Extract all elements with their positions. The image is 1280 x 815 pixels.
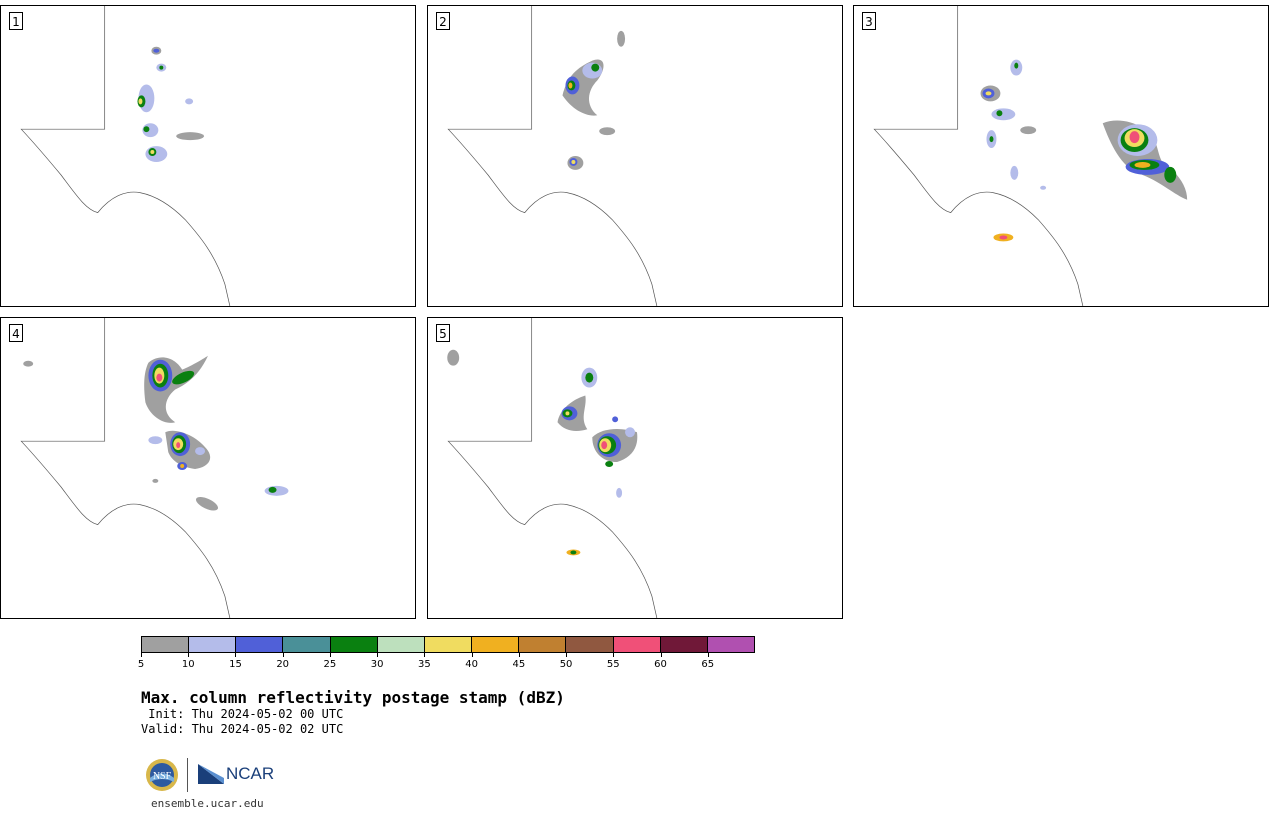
colorbar-tick-label: 20 [276, 659, 290, 670]
colorbar-tick [613, 653, 615, 657]
colorbar-tick-label: 30 [370, 659, 384, 670]
ensemble-panel-5: 5 [427, 317, 843, 619]
colorbar-tick-label: 50 [559, 659, 573, 670]
colorbar-segment [377, 637, 425, 652]
colorbar-segment [707, 637, 755, 652]
colorbar-segment [519, 637, 567, 652]
colorbar-tick-label: 65 [701, 659, 715, 670]
colorbar-tick-label: 35 [418, 659, 431, 670]
reflectivity-map [873, 6, 1188, 306]
colorbar-segment [424, 637, 473, 652]
colorbar-tick [471, 653, 473, 657]
colorbar-segment [330, 637, 378, 652]
ensemble-panel-1: 1 [0, 5, 416, 307]
colorbar-tick-label: 55 [606, 659, 620, 670]
ensemble-panel-4: 4 [0, 317, 416, 619]
colorbar-tick-label: 60 [654, 659, 667, 670]
ensemble-panel-2: 2 [427, 5, 843, 307]
colorbar-segment [660, 637, 708, 652]
colorbar-tick-label: 10 [181, 659, 195, 670]
colorbar-tick [282, 653, 284, 657]
nsf-logo-icon: NSF [146, 759, 178, 791]
colorbar-segment [566, 637, 614, 652]
colorbar-segment [283, 637, 331, 652]
plot-title: Max. column reflectivity postage stamp (… [141, 688, 565, 707]
colorbar-tick-label: 5 [137, 659, 145, 670]
colorbar-tick [377, 653, 379, 657]
colorbar-tick [235, 653, 237, 657]
colorbar-tick-label: 25 [323, 659, 337, 670]
panel-number: 2 [436, 12, 450, 30]
colorbar-segment [142, 637, 190, 652]
colorbar-tick [424, 653, 426, 657]
init-time: Init: Thu 2024-05-02 00 UTC [141, 707, 344, 721]
colorbar-tick [566, 653, 568, 657]
reflectivity-map [447, 318, 658, 618]
panel-number: 3 [862, 12, 876, 30]
website-url[interactable]: ensemble.ucar.edu [151, 797, 264, 810]
valid-time: Valid: Thu 2024-05-02 02 UTC [141, 722, 344, 736]
ensemble-panel-3: 3 [853, 5, 1269, 307]
colorbar-tick-label: 15 [229, 659, 242, 670]
colorbar-tick [660, 653, 662, 657]
colorbar-segment [613, 637, 661, 652]
ncar-text: NCAR [226, 764, 275, 783]
colorbar-tick [329, 653, 331, 657]
panel-number: 5 [436, 324, 450, 342]
colorbar-tick [707, 653, 709, 657]
panel-number: 1 [9, 12, 23, 30]
reflectivity-map [20, 318, 289, 618]
colorbar-tick-label: 40 [465, 659, 478, 670]
colorbar-segment [189, 637, 237, 652]
reflectivity-colorbar [141, 636, 755, 653]
colorbar-tick [518, 653, 520, 657]
panel-number: 4 [9, 324, 23, 342]
reflectivity-map [20, 6, 231, 306]
reflectivity-map [447, 6, 658, 306]
colorbar-segment [472, 637, 520, 652]
ncar-logo-icon: NCAR [198, 762, 274, 786]
nsf-text: NSF [153, 771, 172, 782]
logo-divider [187, 758, 188, 792]
colorbar-tick-label: 45 [512, 659, 526, 670]
colorbar-segment [236, 637, 284, 652]
colorbar-tick [141, 653, 142, 657]
colorbar-tick [188, 653, 190, 657]
